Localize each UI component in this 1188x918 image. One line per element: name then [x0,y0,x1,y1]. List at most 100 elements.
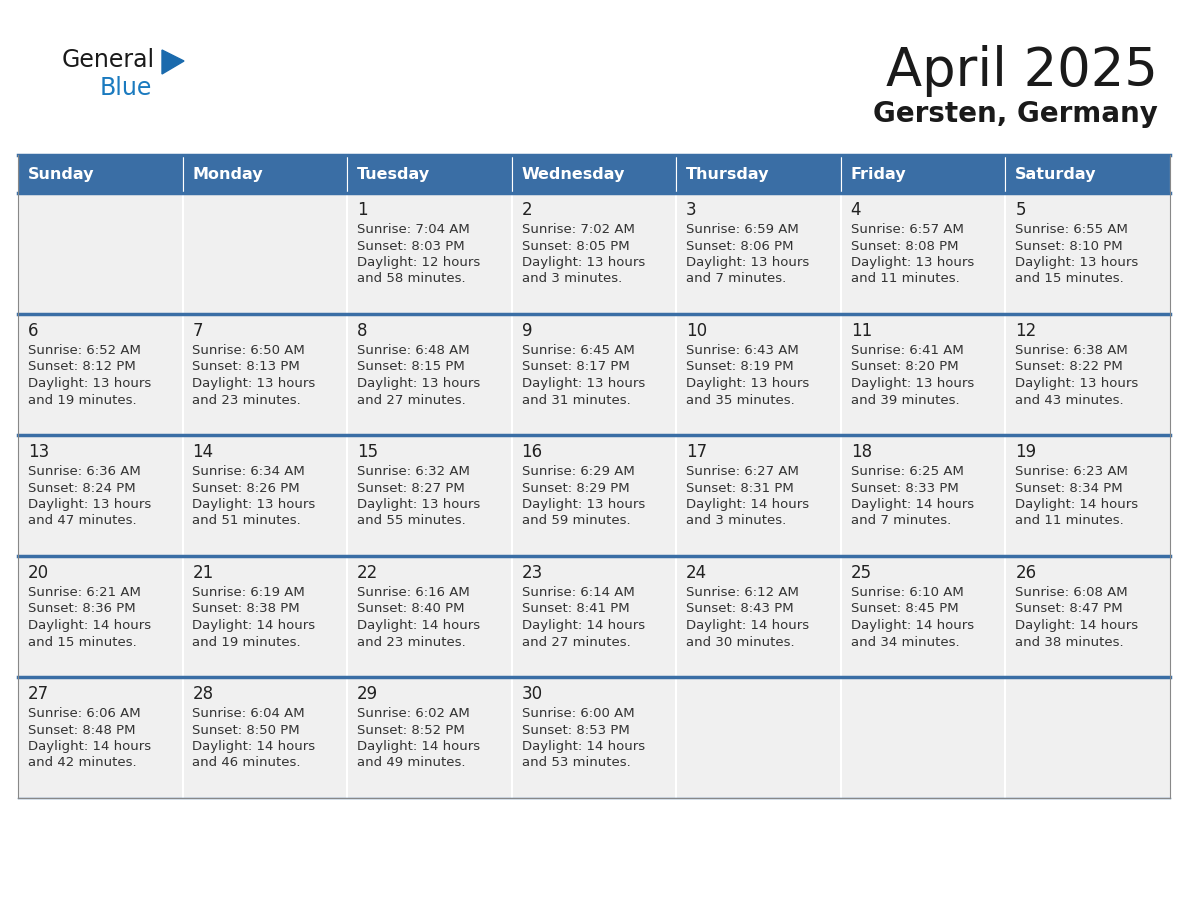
Text: and 3 minutes.: and 3 minutes. [687,514,786,528]
Bar [1005,193,1170,314]
Text: Daylight: 14 hours: Daylight: 14 hours [522,740,645,753]
Text: Sunset: 8:24 PM: Sunset: 8:24 PM [27,482,135,495]
Text: Sunset: 8:40 PM: Sunset: 8:40 PM [358,602,465,615]
Polygon shape [162,50,184,74]
Text: and 7 minutes.: and 7 minutes. [851,514,950,528]
Bar [512,314,676,435]
Text: Sunrise: 6:10 AM: Sunrise: 6:10 AM [851,586,963,599]
Bar [841,314,1005,435]
Text: and 35 minutes.: and 35 minutes. [687,394,795,407]
Text: 23: 23 [522,564,543,582]
Text: Sunset: 8:29 PM: Sunset: 8:29 PM [522,482,630,495]
Text: Sunset: 8:05 PM: Sunset: 8:05 PM [522,240,630,252]
Text: Daylight: 14 hours: Daylight: 14 hours [358,740,480,753]
Bar [1005,435,1170,556]
Text: and 11 minutes.: and 11 minutes. [851,273,960,285]
Text: Sunrise: 6:27 AM: Sunrise: 6:27 AM [687,465,800,478]
Bar [1005,556,1170,677]
Bar [676,193,841,314]
Text: and 39 minutes.: and 39 minutes. [851,394,960,407]
Text: 6: 6 [27,322,38,340]
Text: Sunrise: 6:38 AM: Sunrise: 6:38 AM [1016,344,1129,357]
Text: and 34 minutes.: and 34 minutes. [851,635,960,648]
Text: 11: 11 [851,322,872,340]
Text: Sunset: 8:17 PM: Sunset: 8:17 PM [522,361,630,374]
Text: Sunset: 8:50 PM: Sunset: 8:50 PM [192,723,301,736]
Bar [512,556,676,677]
Bar [841,677,1005,798]
Text: Monday: Monday [192,166,263,182]
Text: Daylight: 13 hours: Daylight: 13 hours [358,377,480,390]
Text: Sunset: 8:52 PM: Sunset: 8:52 PM [358,723,465,736]
Text: Sunrise: 6:32 AM: Sunrise: 6:32 AM [358,465,470,478]
Text: and 53 minutes.: and 53 minutes. [522,756,631,769]
Text: Sunrise: 6:16 AM: Sunrise: 6:16 AM [358,586,469,599]
Text: Daylight: 14 hours: Daylight: 14 hours [687,498,809,511]
Text: Sunrise: 6:12 AM: Sunrise: 6:12 AM [687,586,800,599]
Text: Daylight: 13 hours: Daylight: 13 hours [851,377,974,390]
Text: 14: 14 [192,443,214,461]
Text: Sunset: 8:13 PM: Sunset: 8:13 PM [192,361,301,374]
Text: Sunset: 8:06 PM: Sunset: 8:06 PM [687,240,794,252]
Text: Sunrise: 6:36 AM: Sunrise: 6:36 AM [27,465,140,478]
Text: Sunrise: 6:14 AM: Sunrise: 6:14 AM [522,586,634,599]
Text: and 7 minutes.: and 7 minutes. [687,273,786,285]
Text: Wednesday: Wednesday [522,166,625,182]
Text: Sunrise: 6:23 AM: Sunrise: 6:23 AM [1016,465,1129,478]
Text: Daylight: 13 hours: Daylight: 13 hours [27,377,151,390]
Text: Daylight: 14 hours: Daylight: 14 hours [358,619,480,632]
Text: 17: 17 [687,443,707,461]
Text: Daylight: 14 hours: Daylight: 14 hours [192,619,316,632]
Bar [1005,677,1170,798]
Text: Sunrise: 6:50 AM: Sunrise: 6:50 AM [192,344,305,357]
Text: 27: 27 [27,685,49,703]
Text: 7: 7 [192,322,203,340]
Text: Sunrise: 6:08 AM: Sunrise: 6:08 AM [1016,586,1127,599]
Text: Sunset: 8:47 PM: Sunset: 8:47 PM [1016,602,1123,615]
Bar [841,193,1005,314]
Text: Saturday: Saturday [1016,166,1097,182]
Text: and 51 minutes.: and 51 minutes. [192,514,302,528]
Text: Sunrise: 6:59 AM: Sunrise: 6:59 AM [687,223,798,236]
Bar [183,435,347,556]
Text: Daylight: 12 hours: Daylight: 12 hours [358,256,480,269]
Text: and 55 minutes.: and 55 minutes. [358,514,466,528]
Text: Sunset: 8:41 PM: Sunset: 8:41 PM [522,602,630,615]
Bar [841,435,1005,556]
Text: Sunset: 8:15 PM: Sunset: 8:15 PM [358,361,465,374]
Text: and 11 minutes.: and 11 minutes. [1016,514,1124,528]
Text: Sunset: 8:10 PM: Sunset: 8:10 PM [1016,240,1123,252]
Text: Daylight: 13 hours: Daylight: 13 hours [687,256,809,269]
Text: 26: 26 [1016,564,1036,582]
Text: 25: 25 [851,564,872,582]
Text: Sunrise: 6:25 AM: Sunrise: 6:25 AM [851,465,963,478]
Text: Sunset: 8:03 PM: Sunset: 8:03 PM [358,240,465,252]
Text: Daylight: 14 hours: Daylight: 14 hours [522,619,645,632]
Text: 8: 8 [358,322,367,340]
Text: 5: 5 [1016,201,1025,219]
Bar [347,435,512,556]
Bar [512,435,676,556]
Text: Sunrise: 6:52 AM: Sunrise: 6:52 AM [27,344,140,357]
Text: Daylight: 13 hours: Daylight: 13 hours [522,377,645,390]
Bar [347,677,512,798]
Text: 30: 30 [522,685,543,703]
Text: Sunrise: 6:48 AM: Sunrise: 6:48 AM [358,344,469,357]
Text: and 27 minutes.: and 27 minutes. [358,394,466,407]
Text: Daylight: 13 hours: Daylight: 13 hours [27,498,151,511]
Bar [841,155,1005,193]
Text: 9: 9 [522,322,532,340]
Text: Daylight: 13 hours: Daylight: 13 hours [192,377,316,390]
Text: Sunset: 8:08 PM: Sunset: 8:08 PM [851,240,959,252]
Text: Sunset: 8:38 PM: Sunset: 8:38 PM [192,602,301,615]
Text: Sunset: 8:27 PM: Sunset: 8:27 PM [358,482,465,495]
Text: and 30 minutes.: and 30 minutes. [687,635,795,648]
Text: Sunset: 8:12 PM: Sunset: 8:12 PM [27,361,135,374]
Bar [347,314,512,435]
Text: Daylight: 13 hours: Daylight: 13 hours [851,256,974,269]
Bar [18,155,183,193]
Text: and 27 minutes.: and 27 minutes. [522,635,631,648]
Text: Daylight: 13 hours: Daylight: 13 hours [687,377,809,390]
Text: 15: 15 [358,443,378,461]
Bar [18,556,183,677]
